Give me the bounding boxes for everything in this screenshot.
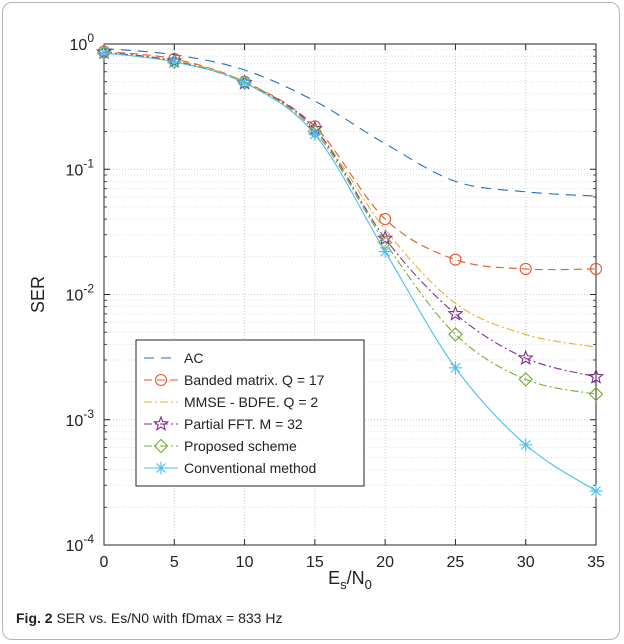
- series-1-point: [379, 213, 392, 226]
- caption-text: SER vs. Es/N0 with fDmax = 833 Hz: [56, 610, 283, 626]
- x-tick-label: 20: [376, 554, 394, 571]
- legend-label-4: Proposed scheme: [184, 438, 297, 454]
- series-line-5: [103, 52, 597, 492]
- legend-label-2: MMSE - BDFE. Q = 2: [184, 394, 318, 410]
- x-tick-label: 30: [517, 554, 535, 571]
- legend-label-1: Banded matrix. Q = 17: [184, 372, 325, 388]
- series-3-point: [517, 349, 534, 366]
- x-tick-label: 15: [306, 554, 324, 571]
- legend-marker-5: [154, 461, 168, 475]
- x-tick-label: 0: [100, 554, 109, 571]
- y-tick-label: 10-3: [66, 407, 95, 430]
- series-1-point: [449, 253, 462, 266]
- x-tick-label: 35: [587, 554, 605, 571]
- y-tick-label: 100: [70, 31, 95, 54]
- series-4-point: [588, 386, 604, 402]
- x-tick-label: 10: [236, 554, 254, 571]
- series-5-point: [589, 484, 603, 498]
- x-axis-label: Es/N0: [328, 568, 372, 592]
- y-tick-label: 10-2: [66, 282, 95, 305]
- y-axis-label: SER: [28, 276, 48, 313]
- series-5-point: [519, 438, 533, 452]
- legend-marker-3: [152, 415, 170, 431]
- series-1-point: [519, 262, 532, 275]
- x-tick-label: 25: [447, 554, 465, 571]
- ser-chart: 0 5 10 15 20 25 30 35 10-4 10-3 10-2 10-1 100 Es/N0 SE…: [28, 31, 605, 592]
- series-1-point: [589, 262, 603, 275]
- legend-marker-1: [154, 373, 168, 387]
- legend-label-5: Conventional method: [184, 460, 316, 476]
- x-tick-label: 5: [170, 554, 179, 571]
- series-line-0: [103, 47, 597, 197]
- series-line-1: [103, 51, 597, 271]
- series-4-point: [448, 327, 463, 342]
- series-4-point: [518, 372, 533, 387]
- y-tick-label: 10-4: [66, 532, 95, 555]
- y-tick-label: 10-1: [66, 156, 95, 179]
- series-5-point: [448, 361, 462, 375]
- legend-box: [135, 339, 365, 487]
- series-3-point: [447, 305, 464, 321]
- caption-label: Fig. 2: [16, 610, 53, 626]
- series-5-point: [97, 46, 111, 60]
- series-5-point: [308, 127, 322, 141]
- series-3-point: [587, 368, 605, 384]
- series-5-point: [238, 76, 252, 90]
- series-3-point: [377, 229, 394, 246]
- figure-caption: Fig. 2 SER vs. Es/N0 with fDmax = 833 Hz: [16, 610, 282, 626]
- legend-label-0: AC: [184, 350, 203, 366]
- legend-marker-4: [153, 438, 169, 454]
- series-5-point: [378, 245, 392, 259]
- series-5-point: [167, 55, 181, 69]
- legend-label-3: Partial FFT. M = 32: [184, 416, 303, 432]
- series-line-2: [103, 51, 597, 348]
